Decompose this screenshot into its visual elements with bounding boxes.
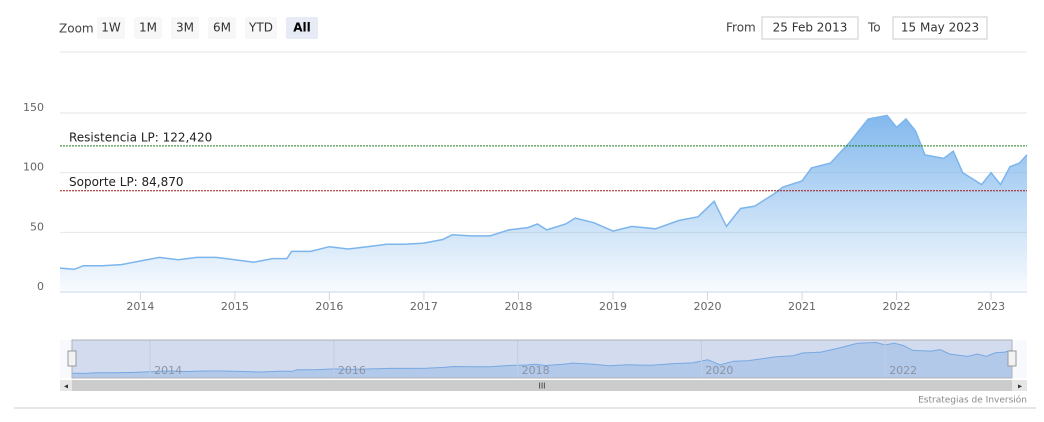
from-date[interactable]: 25 Feb 2013 — [773, 21, 848, 35]
credits: Estrategias de Inversión — [918, 395, 1027, 406]
zoom-button-label[interactable]: YTD — [248, 21, 273, 35]
zoom-button[interactable] — [245, 17, 277, 39]
from-input[interactable] — [761, 16, 859, 40]
scroll-grip: III — [538, 382, 545, 391]
zoom-button[interactable] — [171, 17, 199, 39]
y-tick-label: 150 — [23, 101, 44, 114]
navigator-bg — [60, 340, 1027, 378]
navigator-selection[interactable] — [71, 339, 1013, 379]
x-tick-label: 2018 — [504, 300, 532, 313]
zoom-label: Zoom — [59, 22, 94, 36]
navigator-handle[interactable] — [67, 350, 77, 367]
x-tick-label: 2015 — [221, 300, 249, 313]
to-label: To — [867, 21, 881, 35]
x-tick-label: 2016 — [315, 300, 343, 313]
zoom-button-label[interactable]: 1M — [139, 21, 157, 35]
to-date[interactable]: 15 May 2023 — [901, 21, 979, 35]
y-tick-label: 50 — [30, 220, 44, 233]
navigator-handle[interactable] — [1007, 350, 1017, 367]
navigator-label: 2022 — [889, 364, 917, 377]
zoom-button[interactable] — [286, 17, 318, 39]
x-tick-label: 2022 — [883, 300, 911, 313]
scrollbar-thumb[interactable] — [72, 380, 1012, 391]
plot-line-label: Soporte LP: 84,870 — [69, 175, 184, 189]
navigator-label: 2016 — [338, 364, 366, 377]
zoom-button[interactable] — [208, 17, 236, 39]
x-tick-label: 2023 — [977, 300, 1005, 313]
navigator-label: 2018 — [522, 364, 550, 377]
x-tick-label: 2021 — [788, 300, 816, 313]
navigator-line — [71, 341, 1013, 374]
navigator-label: 2020 — [705, 364, 733, 377]
scroll-right[interactable]: ▸ — [1018, 382, 1022, 391]
to-input[interactable] — [892, 16, 988, 40]
zoom-button[interactable] — [134, 17, 162, 39]
plot-line-label: Resistencia LP: 122,420 — [69, 130, 212, 144]
navigator-area — [72, 342, 1012, 378]
x-tick-label: 2020 — [694, 300, 722, 313]
zoom-button-label[interactable]: 1W — [101, 21, 121, 35]
x-tick-label: 2014 — [126, 300, 154, 313]
x-tick-label: 2019 — [599, 300, 627, 313]
scroll-left[interactable]: ◂ — [64, 382, 68, 391]
navigator-label: 2014 — [154, 364, 182, 377]
x-tick-label: 2017 — [410, 300, 438, 313]
area-fill — [60, 115, 1027, 293]
from-label: From — [726, 21, 756, 35]
zoom-button[interactable] — [97, 17, 125, 39]
y-tick-label: 0 — [37, 280, 44, 293]
zoom-button-label[interactable]: 3M — [176, 21, 194, 35]
zoom-button-label[interactable]: 6M — [213, 21, 231, 35]
zoom-button-label[interactable]: All — [293, 21, 311, 35]
price-line — [59, 114, 1028, 271]
y-tick-label: 100 — [23, 161, 44, 174]
